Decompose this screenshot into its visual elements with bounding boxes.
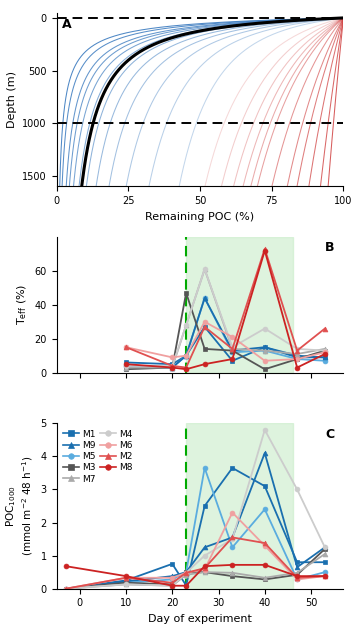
- X-axis label: Day of experiment: Day of experiment: [148, 614, 252, 624]
- Bar: [186, 237, 292, 373]
- Y-axis label: POC$_{\mathregular{1000}}$
(mmol m$^{-2}$ 48 h$^{-1}$): POC$_{\mathregular{1000}}$ (mmol m$^{-2}…: [4, 456, 35, 556]
- Legend: M1, M9, M5, M3, M7, M4, M6, M2, M8: M1, M9, M5, M3, M7, M4, M6, M2, M8: [61, 428, 134, 486]
- Y-axis label: T$_{\mathregular{eff}}$ (%): T$_{\mathregular{eff}}$ (%): [15, 284, 29, 325]
- Bar: [186, 423, 292, 589]
- Y-axis label: Depth (m): Depth (m): [7, 71, 17, 128]
- Text: C: C: [326, 429, 335, 441]
- X-axis label: Remaining POC (%): Remaining POC (%): [145, 211, 255, 222]
- Text: A: A: [62, 18, 72, 31]
- Text: B: B: [325, 241, 335, 254]
